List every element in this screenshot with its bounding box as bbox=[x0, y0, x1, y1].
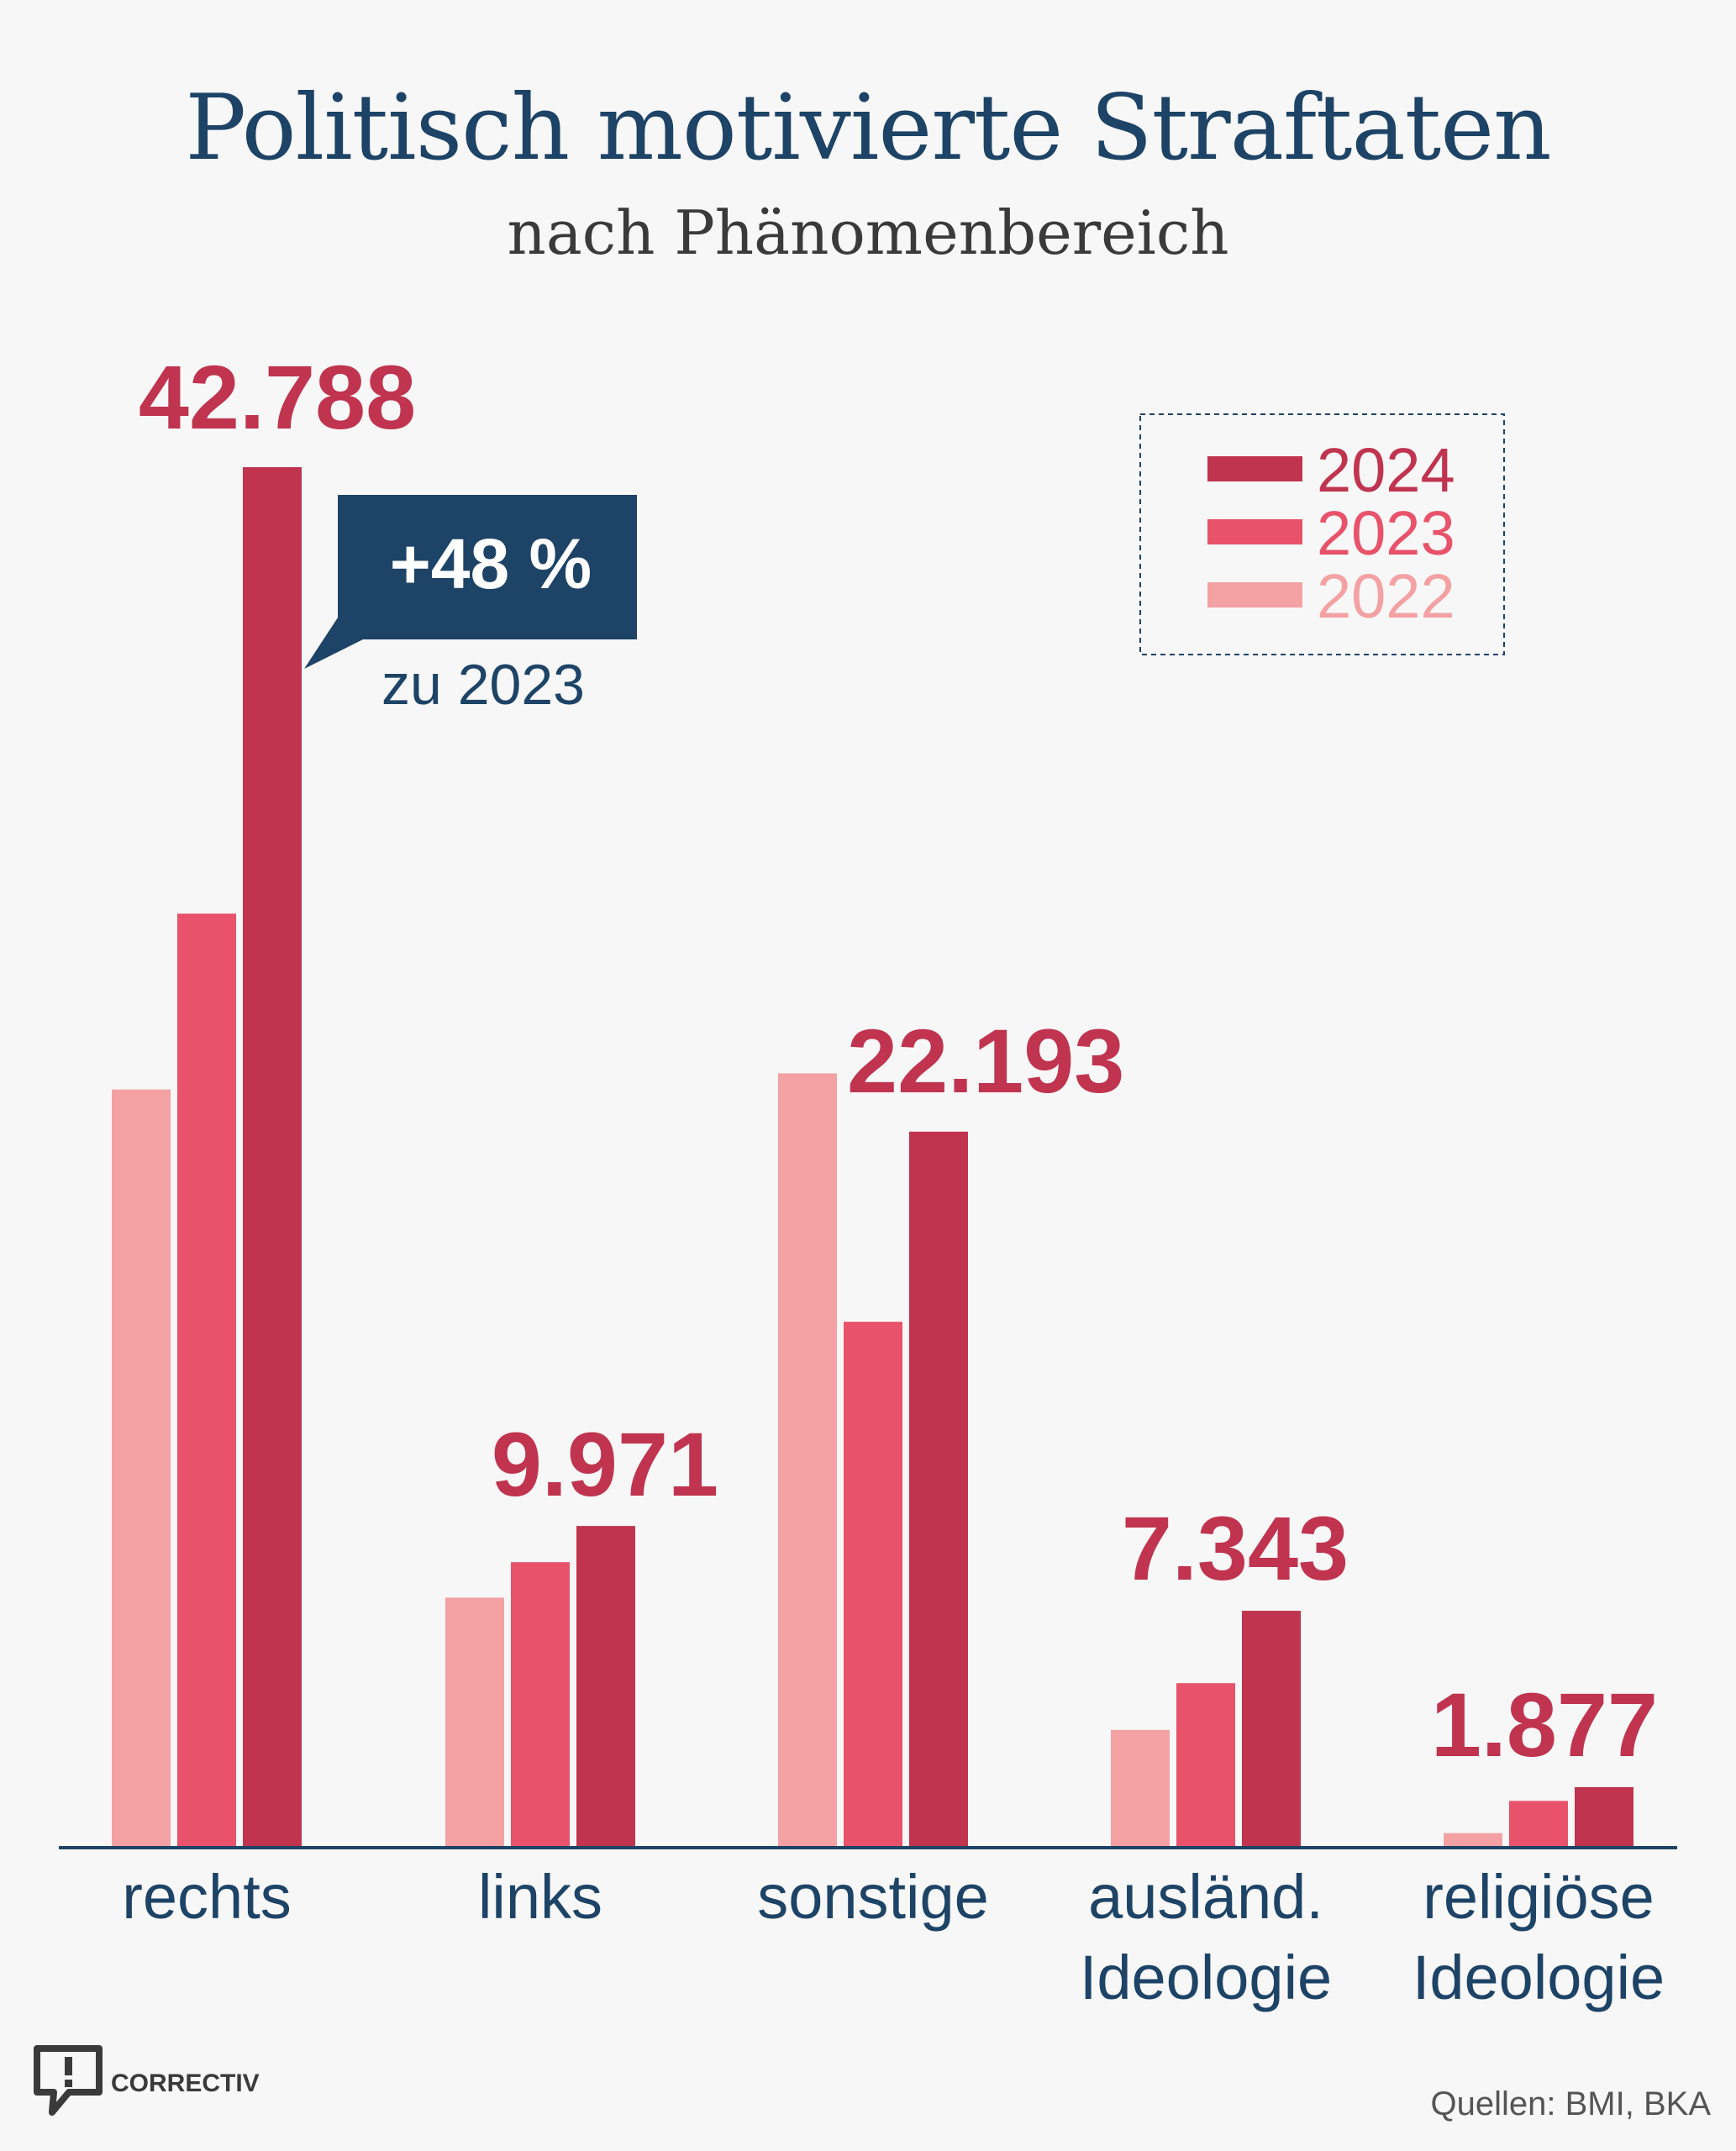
logo-text: CORRECTIV bbox=[111, 2069, 260, 2097]
category-label: sonstige bbox=[757, 1862, 989, 1932]
category-label: ausländ. Ideologie bbox=[1080, 1862, 1332, 2012]
category-label-line: ausländ. bbox=[1088, 1862, 1323, 1932]
bar-2024-sonstige bbox=[909, 1131, 968, 1848]
speech-bubble-exclamation-icon bbox=[34, 2045, 103, 2116]
category-label-line: Ideologie bbox=[1412, 1943, 1665, 2012]
bar-2023-religiöseideologie bbox=[1509, 1801, 1568, 1848]
correctiv-logo: CORRECTIV bbox=[32, 2043, 260, 2124]
bar-2022-rechts bbox=[112, 1089, 171, 1848]
category-label-line: religiöse bbox=[1423, 1862, 1654, 1932]
bar-2024-rechts bbox=[243, 467, 302, 1848]
chart-title: Politisch motivierte Straftaten bbox=[185, 76, 1551, 181]
bar-2023-ausländideologie bbox=[1176, 1683, 1235, 1848]
callout-note: zu 2023 bbox=[381, 653, 585, 717]
value-label-2024: 42.788 bbox=[139, 346, 416, 448]
category-label-line: sonstige bbox=[757, 1862, 989, 1932]
callout-value: +48 % bbox=[390, 524, 592, 603]
bar-2024-religiöseideologie bbox=[1575, 1786, 1633, 1848]
bar-2022-sonstige bbox=[778, 1073, 837, 1848]
legend-label-2024: 2024 bbox=[1317, 435, 1455, 505]
legend-swatch-2024 bbox=[1207, 456, 1302, 481]
bar-2024-ausländideologie bbox=[1242, 1611, 1301, 1848]
chart-subtitle: nach Phänomenbereich bbox=[507, 197, 1229, 268]
bar-2023-sonstige bbox=[844, 1322, 902, 1848]
bar-2024-links bbox=[576, 1526, 635, 1848]
bar-2022-ausländideologie bbox=[1111, 1729, 1170, 1848]
value-label-2024: 7.343 bbox=[1122, 1497, 1349, 1599]
legend-box bbox=[1139, 413, 1505, 655]
bar-2022-links bbox=[445, 1597, 504, 1848]
category-label-line: Ideologie bbox=[1080, 1943, 1332, 2012]
legend-label-2022: 2022 bbox=[1317, 561, 1455, 631]
bar-2023-links bbox=[511, 1562, 570, 1848]
value-label-2024: 22.193 bbox=[847, 1010, 1124, 1112]
bar-2023-rechts bbox=[177, 913, 236, 1848]
legend-swatch-2023 bbox=[1207, 519, 1302, 544]
value-label-2024: 1.877 bbox=[1431, 1674, 1658, 1775]
legend-swatch-2022 bbox=[1207, 582, 1302, 607]
bar-2022-religiöseideologie bbox=[1444, 1833, 1502, 1848]
category-label-line: rechts bbox=[122, 1862, 292, 1932]
category-label: links bbox=[478, 1862, 602, 1932]
value-label-2024: 9.971 bbox=[492, 1413, 718, 1515]
category-label-line: links bbox=[478, 1862, 602, 1932]
source-note: Quellen: BMI, BKA bbox=[1430, 2085, 1711, 2122]
category-label: rechts bbox=[122, 1862, 292, 1932]
legend-label-2023: 2023 bbox=[1317, 498, 1455, 568]
category-label: religiöse Ideologie bbox=[1412, 1862, 1665, 2012]
callout: +48 % zu 2023 bbox=[304, 495, 637, 717]
callout-box bbox=[304, 495, 637, 669]
